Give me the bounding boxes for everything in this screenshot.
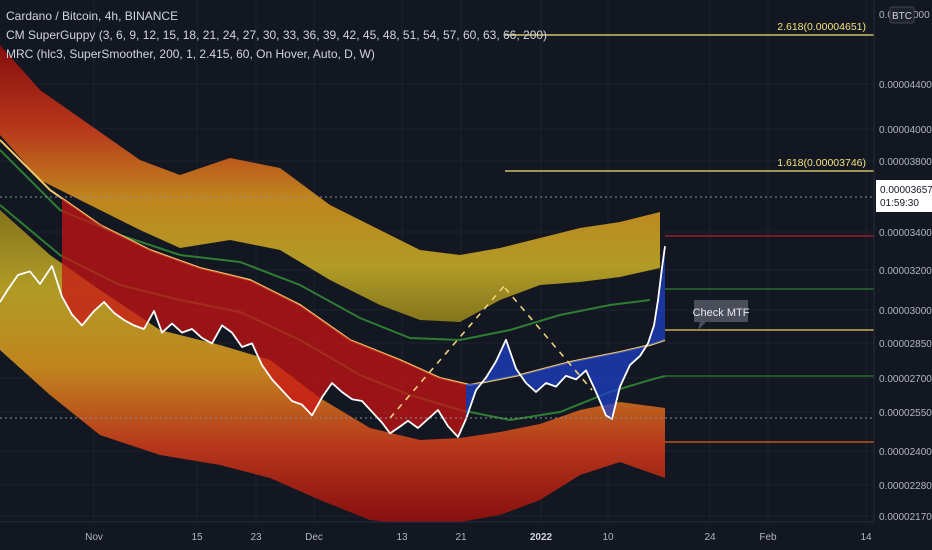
x-tick-label: 24 — [704, 532, 716, 543]
y-tick-label: 0.00002550 — [879, 408, 932, 419]
x-tick-label: 13 — [396, 532, 408, 543]
chart-title: Cardano / Bitcoin, 4h, BINANCE — [6, 9, 179, 23]
y-tick-label: 0.00002170 — [879, 512, 932, 523]
currency-badge-text: BTC — [892, 11, 912, 22]
y-tick-label: 0.00003000 — [879, 306, 932, 317]
x-axis[interactable]: Nov 15 23 Dec 13 21 2022 10 24 Feb 14 — [0, 521, 932, 550]
x-tick-label: 23 — [250, 532, 262, 543]
callout-bubble — [694, 300, 748, 330]
x-tick-label: Feb — [759, 532, 777, 543]
price-line — [0, 246, 666, 438]
price-badge-box — [876, 180, 932, 212]
y-tick-label: 0.00003200 — [879, 266, 932, 277]
check-mtf-callout: Check MTF — [693, 300, 750, 330]
currency-badge[interactable]: BTC — [889, 6, 915, 24]
x-tick-label: 10 — [602, 532, 614, 543]
y-tick-label: 0.00004400 — [879, 80, 932, 91]
x-tick-label: 21 — [455, 532, 467, 543]
y-tick-label: 0.00003400 — [879, 228, 932, 239]
guppy-ribbon — [62, 198, 665, 437]
y-axis[interactable]: 0.00004400 0.00004000 0.00003800 0.00003400… — [873, 0, 932, 550]
x-tick-label: 2022 — [530, 532, 553, 543]
y-axis-bg — [874, 0, 932, 550]
y-tick-label: 0.00004000 — [879, 125, 932, 136]
mrc-upper-band — [0, 45, 660, 322]
trendline-down — [504, 287, 593, 391]
y-tick-label: 0.00002700 — [879, 374, 932, 385]
currency-badge-box — [889, 6, 915, 24]
y-tick-label: 0.00002400 — [879, 447, 932, 458]
guppy-bear-ribbon — [62, 198, 466, 437]
y-tick-label: 0.00002280 — [879, 481, 932, 492]
callout-text: Check MTF — [693, 307, 750, 319]
y-tick-label: 0.0 — [879, 10, 893, 21]
x-axis-bg — [0, 522, 932, 550]
price-badge: 0.00003657 01:59:30 — [876, 180, 932, 212]
x-tick-label: 14 — [860, 532, 872, 543]
x-tick-label: Dec — [305, 532, 323, 543]
indicator-mrc-label[interactable]: MRC (hlc3, SuperSmoother, 200, 1, 2.415,… — [6, 47, 375, 61]
fib-level-label: 1.618(0.00003746) — [777, 157, 866, 169]
grid-lines — [0, 0, 874, 522]
x-tick-label: 15 — [191, 532, 203, 543]
price-badge-value: 0.00003657 — [880, 185, 932, 196]
fib-level-label: 2.618(0.00004651) — [777, 21, 866, 33]
y-tick-label: 000 — [913, 10, 930, 21]
mrc-lower-band — [0, 210, 665, 525]
price-series — [0, 246, 666, 438]
guppy-bull-ribbon — [466, 246, 665, 419]
overlay-lines — [389, 284, 593, 419]
y-tick-label: 0.00003800 — [879, 157, 932, 168]
x-tick-label: Nov — [85, 532, 103, 543]
y-tick-label: 0.00002850 — [879, 339, 932, 350]
indicator-guppy-label[interactable]: CM SuperGuppy (3, 6, 9, 12, 15, 18, 21, … — [6, 28, 548, 42]
level-lines: 2.618(0.00004651) 1.618(0.00003746) Check … — [0, 21, 874, 443]
trendline-up — [389, 284, 506, 419]
price-badge-countdown: 01:59:30 — [880, 198, 919, 209]
